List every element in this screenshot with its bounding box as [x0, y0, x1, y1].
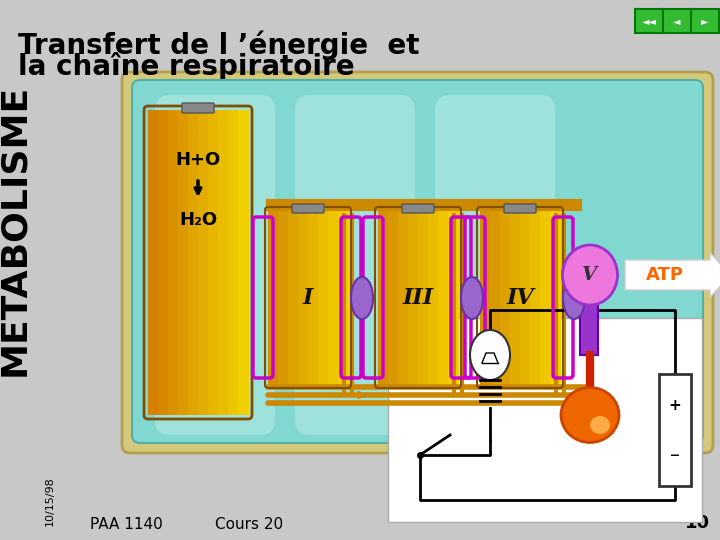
Text: ◄: ◄ — [673, 16, 680, 26]
FancyBboxPatch shape — [402, 204, 434, 213]
FancyBboxPatch shape — [504, 204, 536, 213]
FancyBboxPatch shape — [228, 110, 239, 415]
FancyBboxPatch shape — [182, 103, 214, 113]
FancyBboxPatch shape — [178, 110, 189, 415]
FancyBboxPatch shape — [308, 210, 319, 385]
Text: I: I — [303, 287, 313, 309]
Text: H₂O: H₂O — [179, 211, 217, 229]
FancyBboxPatch shape — [388, 210, 399, 385]
Text: 10: 10 — [685, 514, 710, 532]
FancyBboxPatch shape — [122, 72, 713, 453]
FancyBboxPatch shape — [218, 110, 229, 415]
Text: V: V — [582, 266, 598, 284]
FancyBboxPatch shape — [318, 210, 329, 385]
FancyBboxPatch shape — [288, 210, 299, 385]
FancyBboxPatch shape — [408, 210, 419, 385]
FancyBboxPatch shape — [500, 210, 511, 385]
Ellipse shape — [351, 277, 373, 319]
Text: ATP: ATP — [646, 266, 684, 284]
FancyBboxPatch shape — [148, 110, 159, 415]
Text: +: + — [669, 397, 681, 413]
Text: –: – — [670, 446, 680, 464]
FancyBboxPatch shape — [659, 374, 691, 486]
FancyBboxPatch shape — [298, 210, 309, 385]
FancyBboxPatch shape — [238, 110, 249, 415]
FancyBboxPatch shape — [338, 210, 349, 385]
FancyBboxPatch shape — [691, 9, 719, 33]
Text: ◄◄: ◄◄ — [642, 16, 657, 26]
FancyBboxPatch shape — [510, 210, 521, 385]
Ellipse shape — [590, 416, 610, 434]
FancyBboxPatch shape — [490, 210, 501, 385]
Ellipse shape — [470, 330, 510, 380]
FancyBboxPatch shape — [520, 210, 531, 385]
FancyBboxPatch shape — [550, 210, 561, 385]
FancyBboxPatch shape — [540, 210, 551, 385]
FancyBboxPatch shape — [663, 9, 691, 33]
FancyBboxPatch shape — [198, 110, 209, 415]
Text: 10/15/98: 10/15/98 — [45, 476, 55, 526]
FancyBboxPatch shape — [328, 210, 339, 385]
Ellipse shape — [562, 245, 618, 305]
FancyBboxPatch shape — [448, 210, 459, 385]
FancyBboxPatch shape — [158, 110, 169, 415]
Text: IV: IV — [506, 287, 534, 309]
Text: Cours 20: Cours 20 — [215, 517, 283, 532]
FancyBboxPatch shape — [168, 110, 179, 415]
Text: Transfert de l ’énergie  et: Transfert de l ’énergie et — [18, 30, 420, 59]
Ellipse shape — [563, 277, 585, 319]
Text: MÉTABOLISME: MÉTABOLISME — [0, 84, 31, 376]
Text: la chaîne respiratoire: la chaîne respiratoire — [18, 52, 355, 81]
FancyBboxPatch shape — [398, 210, 409, 385]
FancyBboxPatch shape — [428, 210, 439, 385]
FancyBboxPatch shape — [292, 204, 324, 213]
FancyBboxPatch shape — [435, 95, 555, 435]
FancyArrow shape — [625, 253, 720, 298]
Text: H+O: H+O — [176, 151, 220, 169]
FancyBboxPatch shape — [378, 210, 389, 385]
FancyBboxPatch shape — [388, 318, 702, 522]
FancyBboxPatch shape — [268, 210, 279, 385]
FancyBboxPatch shape — [580, 255, 598, 355]
FancyBboxPatch shape — [418, 210, 429, 385]
Text: III: III — [402, 287, 433, 309]
Ellipse shape — [461, 277, 483, 319]
FancyBboxPatch shape — [530, 210, 541, 385]
Text: PAA 1140: PAA 1140 — [90, 517, 163, 532]
Text: ►: ► — [701, 16, 708, 26]
FancyBboxPatch shape — [438, 210, 449, 385]
FancyBboxPatch shape — [295, 95, 415, 435]
FancyBboxPatch shape — [188, 110, 199, 415]
FancyBboxPatch shape — [155, 95, 275, 435]
FancyBboxPatch shape — [208, 110, 219, 415]
FancyBboxPatch shape — [132, 80, 703, 443]
Ellipse shape — [561, 388, 619, 442]
FancyBboxPatch shape — [635, 9, 663, 33]
FancyBboxPatch shape — [480, 210, 491, 385]
FancyBboxPatch shape — [278, 210, 289, 385]
